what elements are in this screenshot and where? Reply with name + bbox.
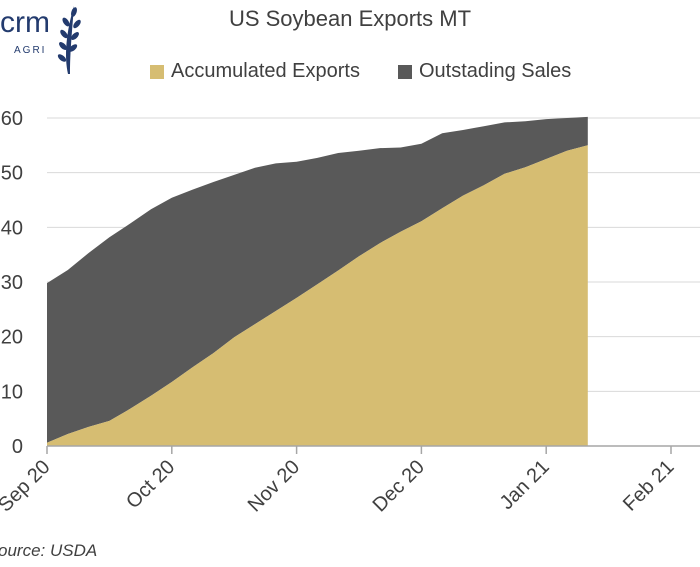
y-tick-label: 30 bbox=[1, 272, 23, 294]
chart-legend: Accumulated Exports Outstading Sales bbox=[150, 60, 609, 83]
x-tick-label: Dec 20 bbox=[369, 456, 429, 516]
legend-item-accumulated: Accumulated Exports bbox=[150, 60, 360, 83]
y-tick-label: 10 bbox=[1, 381, 23, 403]
x-tick-label: Nov 20 bbox=[244, 456, 304, 516]
source-note: ource: USDA bbox=[0, 541, 98, 560]
y-tick-label: 20 bbox=[1, 327, 23, 349]
legend-swatch-outstanding bbox=[397, 64, 412, 79]
x-tick-label: Jan 21 bbox=[496, 456, 554, 514]
legend-label-outstanding: Outstading Sales bbox=[418, 60, 572, 82]
logo-sub: AGRI bbox=[14, 45, 47, 56]
chart-title: US Soybean Exports MT bbox=[228, 6, 472, 31]
x-tick-label: Feb 21 bbox=[619, 456, 679, 516]
y-tick-label: 0 bbox=[12, 436, 23, 458]
x-tick-label: Sep 20 bbox=[0, 456, 55, 516]
y-tick-label: 40 bbox=[1, 217, 23, 239]
logo-name: crm bbox=[0, 6, 50, 39]
area-accumulated-exports bbox=[47, 145, 588, 447]
legend-label-accumulated: Accumulated Exports bbox=[171, 60, 360, 82]
x-tick-label: Oct 20 bbox=[122, 456, 179, 513]
y-tick-labels: 0 10 20 30 40 50 60 bbox=[1, 108, 23, 458]
legend-swatch-accumulated bbox=[150, 64, 164, 79]
y-tick-label: 50 bbox=[1, 163, 23, 185]
x-tick-labels: Sep 20 Oct 20 Nov 20 Dec 20 Jan 21 Feb 21 bbox=[0, 456, 679, 516]
axes bbox=[46, 445, 700, 454]
y-tick-label: 60 bbox=[1, 108, 23, 130]
crm-agri-logo: crm AGRI bbox=[0, 2, 90, 74]
wheat-icon bbox=[57, 6, 81, 74]
legend-item-outstanding: Outstading Sales bbox=[397, 60, 572, 83]
area-outstanding-sales bbox=[47, 116, 588, 443]
